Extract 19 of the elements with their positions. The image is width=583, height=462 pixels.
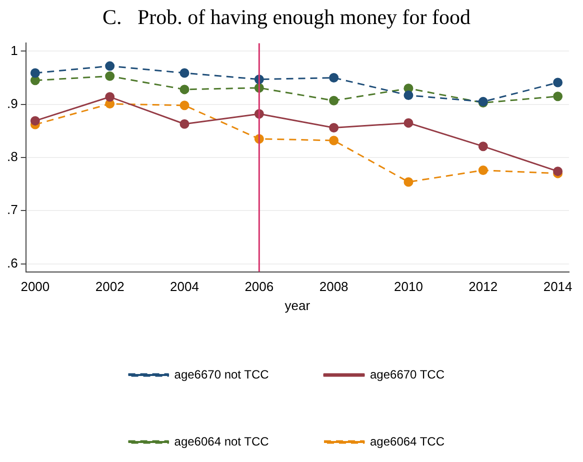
x-tick-label: 2006 [244,279,274,294]
x-tick-label: 2000 [20,279,50,294]
legend-label: age6670 not TCC [174,367,270,382]
x-tick-label: 2012 [468,279,498,294]
x-tick-label: 2014 [543,279,572,294]
legend-label: age6670 TCC [370,367,445,382]
x-tick-label: 2010 [394,279,423,294]
y-tick-label: .9 [7,96,18,111]
x-tick-label: 2002 [95,279,124,294]
chart-title: C. Prob. of having enough money for food [102,5,472,30]
x-axis-title: year [284,298,311,313]
legend-label: age6064 TCC [370,434,445,448]
y-tick-label: .8 [7,149,18,164]
x-tick-label: 2008 [319,279,348,294]
legend-label: age6064 not TCC [174,434,270,448]
y-tick-label: .6 [7,255,18,270]
y-tick-label: 1 [10,42,18,58]
y-tick-label: .7 [7,202,18,218]
x-tick-label: 2004 [170,279,199,294]
